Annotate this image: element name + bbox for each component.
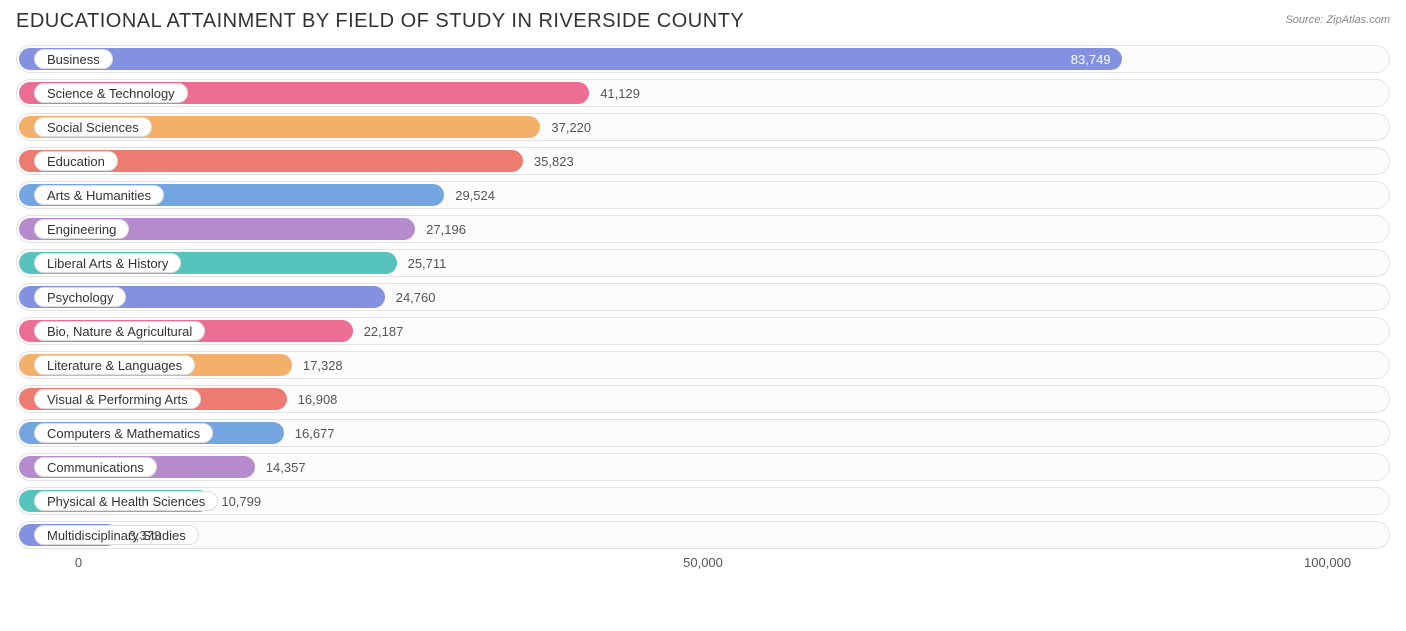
bar-fill — [19, 48, 1122, 70]
axis-tick: 100,000 — [1304, 555, 1351, 570]
value-label: 16,908 — [298, 385, 338, 413]
value-label: 10,799 — [221, 487, 261, 515]
bar-row: Visual & Performing Arts 16,908 — [16, 385, 1390, 413]
value-label: 41,129 — [600, 79, 640, 107]
bar-row: Multidisciplinary Studies3,373 — [16, 521, 1390, 549]
bar-row: Computers & Mathematics 16,677 — [16, 419, 1390, 447]
bar-row: Psychology 24,760 — [16, 283, 1390, 311]
bar-row: Engineering 27,196 — [16, 215, 1390, 243]
x-axis: 0 50,000 100,000 — [16, 555, 1390, 595]
bar-row: Liberal Arts & History 25,711 — [16, 249, 1390, 277]
bar-row: Communications 14,357 — [16, 453, 1390, 481]
category-label: Arts & Humanities — [34, 185, 164, 205]
value-label: 37,220 — [551, 113, 591, 141]
category-label: Bio, Nature & Agricultural — [34, 321, 205, 341]
category-label: Education — [34, 151, 118, 171]
category-label: Engineering — [34, 219, 129, 239]
category-label: Social Sciences — [34, 117, 152, 137]
bar-row: Science & Technology 41,129 — [16, 79, 1390, 107]
bar-row: Business 83,749 — [16, 45, 1390, 73]
axis-tick: 0 — [75, 555, 82, 570]
category-label: Literature & Languages — [34, 355, 195, 375]
category-label: Psychology — [34, 287, 126, 307]
value-label: 17,328 — [303, 351, 343, 379]
value-label: 16,677 — [295, 419, 335, 447]
axis-tick: 50,000 — [683, 555, 723, 570]
category-label: Liberal Arts & History — [34, 253, 181, 273]
value-label: 35,823 — [534, 147, 574, 175]
bar-row: Bio, Nature & Agricultural 22,187 — [16, 317, 1390, 345]
category-label: Multidisciplinary Studies — [34, 525, 199, 545]
bar-row: Social Sciences 37,220 — [16, 113, 1390, 141]
category-label: Business — [34, 49, 113, 69]
bar-row: Education 35,823 — [16, 147, 1390, 175]
category-label: Computers & Mathematics — [34, 423, 213, 443]
value-label: 27,196 — [426, 215, 466, 243]
value-label: 83,749 — [1071, 45, 1111, 73]
category-label: Communications — [34, 457, 157, 477]
bars-container: Business 83,749 Science & Technology 41,129… — [16, 45, 1390, 549]
value-label: 22,187 — [364, 317, 404, 345]
value-label: 24,760 — [396, 283, 436, 311]
bar-track — [16, 521, 1390, 549]
value-label: 29,524 — [455, 181, 495, 209]
category-label: Physical & Health Sciences — [34, 491, 218, 511]
value-label: 14,357 — [266, 453, 306, 481]
category-label: Science & Technology — [34, 83, 188, 103]
bar-row: Arts & Humanities 29,524 — [16, 181, 1390, 209]
bar-row: Physical & Health Sciences10,799 — [16, 487, 1390, 515]
chart-source: Source: ZipAtlas.com — [1285, 10, 1390, 26]
value-label: 25,711 — [408, 249, 447, 277]
chart-header: EDUCATIONAL ATTAINMENT BY FIELD OF STUDY… — [16, 10, 1390, 33]
bar-row: Literature & Languages 17,328 — [16, 351, 1390, 379]
value-label: 3,373 — [129, 521, 162, 549]
chart-area: Business 83,749 Science & Technology 41,129… — [16, 45, 1390, 595]
chart-title: EDUCATIONAL ATTAINMENT BY FIELD OF STUDY… — [16, 10, 744, 33]
category-label: Visual & Performing Arts — [34, 389, 201, 409]
